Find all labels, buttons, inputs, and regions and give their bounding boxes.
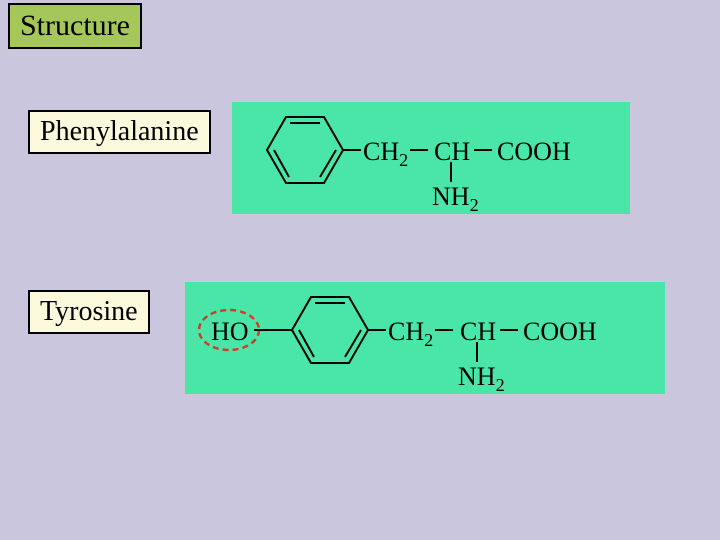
ch2-tyr: CH2: [388, 319, 433, 349]
label-text: Phenylalanine: [40, 116, 199, 147]
cooh-tyr: COOH: [523, 319, 597, 345]
bond-ho-ring-tyr: [254, 329, 292, 331]
page-title: Structure: [8, 3, 142, 49]
label-text: Tyrosine: [40, 296, 138, 327]
compound-label-tyrosine: Tyrosine: [28, 290, 150, 334]
cooh-phe: COOH: [497, 139, 571, 165]
ch-tyr: CH: [460, 319, 496, 345]
bond-ring-ch2-tyr: [368, 329, 386, 331]
bond-ch-cooh-tyr: [500, 329, 518, 331]
bond-ch2-ch-tyr: [435, 329, 453, 331]
nh2-phe: NH2: [432, 184, 479, 214]
ch2-phe: CH2: [363, 139, 408, 169]
bond-ring-ch2-phe: [343, 149, 361, 151]
bond-ch-nh2-tyr: [476, 342, 478, 362]
title-text: Structure: [20, 9, 130, 42]
bond-ch2-ch-phe: [410, 149, 428, 151]
structure-svg: [0, 0, 720, 540]
ho-tyr: HO: [211, 319, 249, 345]
ch-phe: CH: [434, 139, 470, 165]
nh2-tyr: NH2: [458, 364, 505, 394]
compound-label-phenylalanine: Phenylalanine: [28, 110, 211, 154]
bond-ch-cooh-phe: [474, 149, 492, 151]
bond-ch-nh2-phe: [450, 162, 452, 182]
